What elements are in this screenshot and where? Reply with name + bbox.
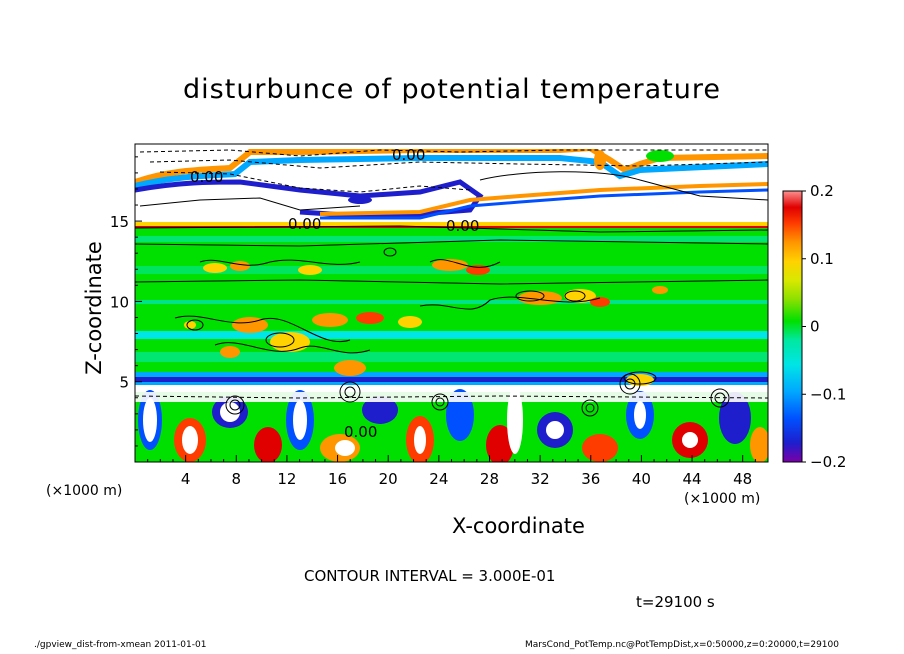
contour-interval: CONTOUR INTERVAL = 3.000E-01 xyxy=(304,567,556,585)
band-lower-dark-blue xyxy=(135,377,768,382)
x-axis: 4 8 12 16 20 24 28 32 36 40 44 48 xyxy=(147,455,756,488)
colorbar xyxy=(782,190,803,463)
x-tick-label: 16 xyxy=(328,470,347,488)
y-axis: 5 10 15 xyxy=(110,156,142,447)
band-top-warm-line xyxy=(135,222,768,226)
stripe xyxy=(135,352,768,362)
z-axis-label: Z-coordinate xyxy=(82,241,106,375)
contour-label: 0.00 xyxy=(344,423,377,441)
y-tick-label: 10 xyxy=(110,293,129,311)
band-lower-blue xyxy=(135,372,768,377)
mid-patches xyxy=(184,259,668,386)
colorbar-tick-label: 0.2 xyxy=(810,182,834,200)
colorbar-tick-label: 0 xyxy=(810,318,820,336)
y-tick-label: 5 xyxy=(119,374,129,392)
y-axis-unit: (×1000 m) xyxy=(46,483,123,499)
contour-label: 0.00 xyxy=(392,146,425,164)
x-tick-label: 48 xyxy=(733,470,752,488)
stripe xyxy=(135,236,768,242)
contour-label: 0.00 xyxy=(446,217,479,235)
x-tick-label: 20 xyxy=(379,470,398,488)
colorbar-tick-label: −0.2 xyxy=(810,453,846,471)
footer-script: ./gpview_dist-from-xmean 2011-01-01 xyxy=(34,640,207,650)
x-axis-label: X-coordinate xyxy=(452,514,585,538)
x-tick-label: 32 xyxy=(531,470,550,488)
stripe xyxy=(135,331,768,339)
lower-blobs xyxy=(135,386,768,462)
x-tick-label: 8 xyxy=(232,470,242,488)
contour-lines xyxy=(135,149,768,417)
colorbar-tick-label: 0.1 xyxy=(810,250,834,268)
x-axis-unit: (×1000 m) xyxy=(684,491,761,507)
band-top-red-line xyxy=(135,226,768,228)
x-tick-label: 40 xyxy=(632,470,651,488)
stripe xyxy=(135,300,768,304)
band-lower-cyan xyxy=(135,382,768,385)
chart-title: disturbunce of potential temperature xyxy=(183,74,721,105)
x-tick-label: 28 xyxy=(480,470,499,488)
x-tick-label: 4 xyxy=(181,470,191,488)
footer-source: MarsCond_PotTemp.nc@PotTempDist,x=0:5000… xyxy=(525,640,839,650)
y-tick-label: 15 xyxy=(110,213,129,231)
colorbar-ticks: 0.2 0.1 0 −0.1 −0.2 xyxy=(802,182,846,471)
x-tick-label: 12 xyxy=(277,470,296,488)
x-tick-label: 24 xyxy=(429,470,448,488)
colorbar-tick-label: −0.1 xyxy=(810,385,846,403)
x-tick-label: 36 xyxy=(581,470,600,488)
contour-label: 0.00 xyxy=(190,168,223,186)
time-label: t=29100 s xyxy=(636,593,715,611)
plot-field: 0.00 0.00 0.00 0.00 0.00 xyxy=(135,144,768,462)
contour-label: 0.00 xyxy=(288,215,321,233)
x-tick-label: 44 xyxy=(682,470,701,488)
